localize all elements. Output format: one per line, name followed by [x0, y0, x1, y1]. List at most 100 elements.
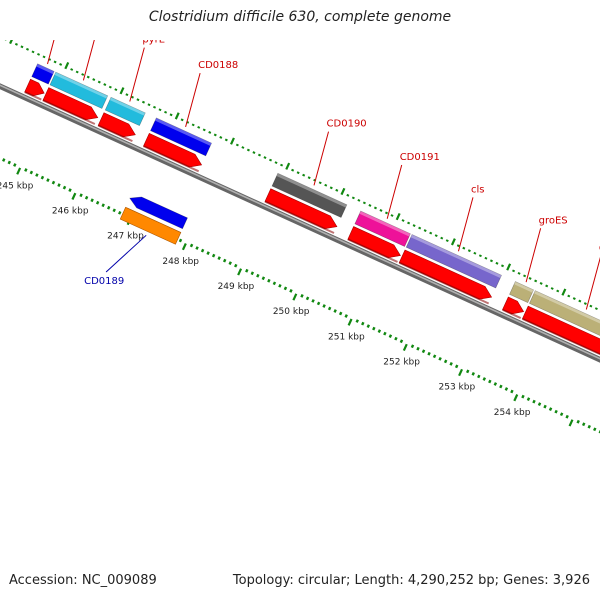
scale-tick-minor	[261, 276, 266, 281]
scale-tick-major	[285, 162, 291, 170]
cds-shadow-pyre	[97, 124, 133, 143]
scale-tick-minor	[357, 198, 361, 202]
gene-label-pyrd[interactable]: pyrD	[96, 13, 120, 24]
scale-tick-minor	[443, 359, 448, 364]
gene-bar-cd0188[interactable]	[150, 117, 212, 157]
label-leader-pyrd	[82, 40, 95, 81]
scale-tick-minor	[548, 407, 553, 412]
scale-tick-major	[292, 293, 298, 301]
cds-shadow-cd0188	[143, 145, 200, 173]
scale-tick-minor	[40, 175, 45, 180]
scale-tick-minor	[477, 374, 481, 379]
scale-tick-minor	[499, 384, 503, 389]
scale-tick-minor	[407, 221, 411, 225]
scale-tick-minor	[57, 183, 61, 187]
scale-tick-major	[16, 167, 22, 175]
scale-tick-minor	[377, 329, 382, 333]
scale-tick-minor	[195, 246, 199, 250]
scale-tick-minor	[488, 379, 492, 384]
scale-tick-minor	[136, 98, 140, 102]
scale-tick-minor	[4, 40, 7, 41]
label-leader-pyrk	[47, 40, 55, 65]
scale-tick-minor	[112, 208, 116, 213]
scale-tick-minor	[327, 306, 332, 311]
scale-tick-minor	[432, 354, 437, 359]
gene-label-cls[interactable]: cls	[471, 184, 485, 195]
scale-tick-minor	[164, 110, 168, 114]
scale-tick-major	[568, 419, 574, 427]
scale-tick-minor	[103, 83, 107, 86]
gene-bar-pyrk[interactable]	[31, 63, 55, 85]
scale-tick-minor	[53, 60, 57, 64]
scale-tick-minor	[114, 88, 118, 92]
gene-label-cd0188[interactable]: CD0188	[198, 60, 238, 71]
gene-bar-groes[interactable]	[509, 281, 534, 304]
scale-tick-minor	[289, 288, 293, 293]
scale-tick-minor	[423, 229, 427, 232]
scale-tick-minor	[7, 160, 11, 165]
scale-tick-minor	[368, 204, 372, 207]
scale-tick-minor	[394, 336, 398, 341]
scale-tick-minor	[554, 409, 558, 414]
scale-tick-minor	[130, 95, 134, 99]
scale-tick-minor	[593, 427, 597, 432]
scale-tick-major	[9, 40, 13, 45]
gene-bar-groel[interactable]	[529, 290, 600, 349]
scale-tick-minor	[482, 377, 487, 381]
gene-label-groel[interactable]: groEL	[599, 243, 600, 254]
scale-tick-minor	[92, 78, 96, 81]
scale-tick-minor	[13, 163, 17, 167]
scale-tick-minor	[582, 422, 586, 427]
label-leader-cd0191	[386, 164, 403, 219]
scale-tick-major	[230, 137, 235, 145]
scale-tick-minor	[81, 73, 85, 76]
scale-tick-minor	[534, 279, 538, 283]
scale-tick-minor	[467, 249, 471, 253]
scale-tick-minor	[539, 282, 543, 285]
scale-tick-minor	[399, 339, 404, 344]
gene-bar-highlight-cls	[410, 234, 502, 278]
gene-bar-pyre[interactable]	[104, 96, 146, 127]
scale-tick-minor	[222, 258, 227, 263]
scale-tick-minor	[29, 170, 34, 175]
genome-summary-text: Topology: circular; Length: 4,290,252 bp…	[232, 573, 590, 588]
backbone-highlight	[0, 84, 600, 360]
cds-bar-cd0189[interactable]	[119, 206, 182, 245]
gene-label-pyrk[interactable]: pyrK	[60, 0, 83, 8]
scale-tick-minor	[388, 334, 393, 339]
scale-tick-minor	[438, 356, 442, 361]
gene-label-cd0191[interactable]: CD0191	[400, 152, 440, 163]
gene-label-groes[interactable]: groES	[539, 215, 568, 226]
scale-tick-minor	[429, 231, 433, 235]
scale-tick-minor	[79, 193, 83, 198]
cds-shadow-pyrd	[42, 99, 96, 125]
gene-bar-cls[interactable]	[405, 234, 502, 289]
gene-bar-cd0191[interactable]	[354, 210, 411, 247]
scale-tick-minor	[291, 168, 295, 172]
scale-tick-minor	[51, 180, 56, 185]
gene-bar-highlight-pyre	[109, 97, 146, 116]
gene-bar-pyrd[interactable]	[49, 71, 109, 109]
scale-tick-minor	[42, 55, 46, 59]
gene-label-cd0189[interactable]: CD0189	[84, 276, 124, 287]
gene-label-cd0190[interactable]: CD0190	[327, 119, 367, 130]
scale-tick-minor	[333, 309, 337, 313]
label-leader-cd0188	[185, 72, 201, 128]
scale-tick-major	[513, 394, 519, 402]
scale-tick-minor	[37, 52, 41, 56]
gene-bar-cd0190[interactable]	[271, 172, 348, 218]
gene-bar-cd0189[interactable]	[129, 196, 188, 230]
scale-tick-minor	[478, 254, 482, 258]
cds-shadow-cd0190	[264, 200, 335, 234]
scale-tick-minor	[211, 253, 216, 258]
scale-tick-minor	[410, 344, 415, 349]
gene-label-pyre[interactable]: pyrE	[142, 35, 165, 46]
label-leader-cls	[457, 197, 474, 252]
scale-tick-minor	[274, 161, 278, 165]
scale-tick-minor	[125, 93, 129, 97]
scale-tick-minor	[440, 236, 444, 240]
scale-tick-minor	[338, 311, 343, 316]
scale-tick-minor	[545, 284, 549, 288]
scale-tick-minor	[427, 351, 431, 356]
scale-tick-minor	[257, 153, 261, 157]
